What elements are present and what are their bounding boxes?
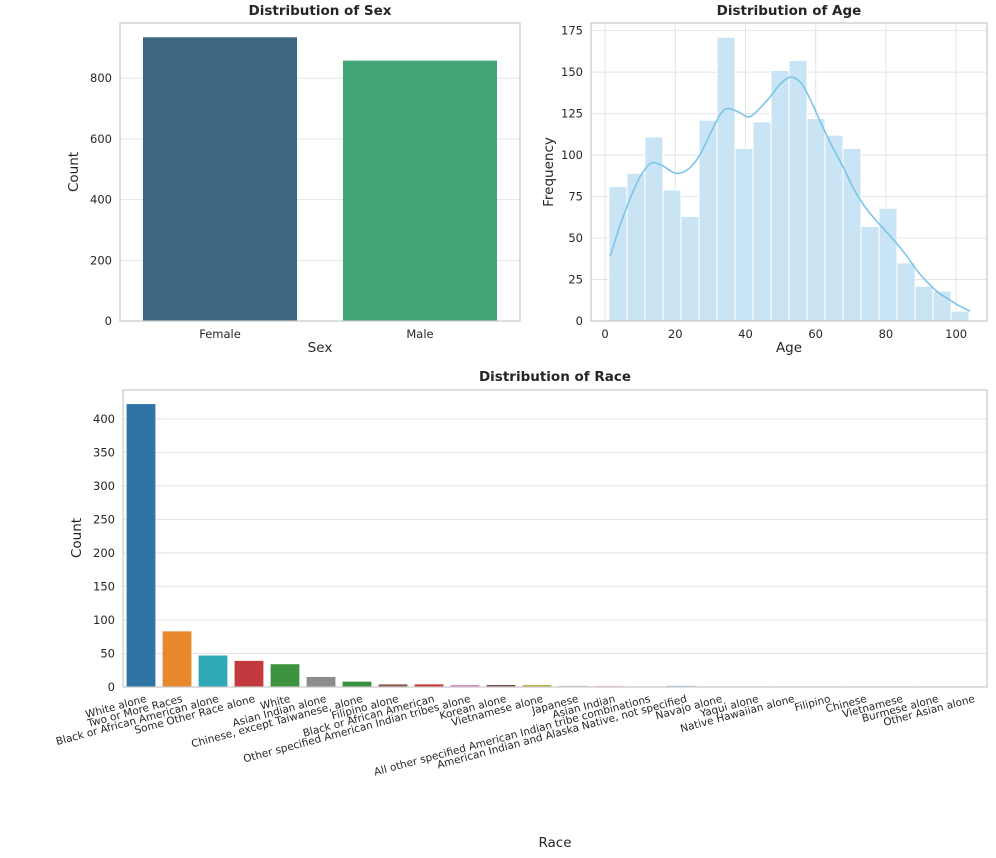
race-bar	[522, 684, 552, 687]
y-tick-label: 0	[576, 314, 583, 328]
x-tick-label: 0	[601, 327, 608, 341]
age-chart: 0 20 40 60 80 100 0 25 50 75 100 125 150 175	[561, 22, 988, 341]
race-bar	[342, 681, 372, 687]
age-histogram-bar	[734, 147, 754, 322]
race-bar	[414, 684, 444, 687]
plot-border	[122, 389, 988, 688]
age-histogram-bar	[842, 147, 862, 322]
race-xaxis-label: Race	[538, 835, 572, 851]
race-bar	[198, 655, 228, 687]
race-chart-title: Distribution of Race	[478, 369, 632, 385]
y-tick-label: 150	[93, 579, 115, 593]
y-tick-label: 100	[561, 148, 583, 162]
sex-chart-title: Distribution of Sex	[248, 3, 392, 19]
plot-border	[119, 22, 521, 322]
race-bar	[558, 685, 588, 687]
y-tick-label: 25	[568, 273, 583, 287]
age-histogram-bar	[662, 189, 682, 322]
sex-xaxis-label: Sex	[307, 340, 333, 356]
y-tick-label: 100	[93, 613, 115, 627]
race-bar	[234, 660, 264, 687]
y-tick-label: 50	[568, 231, 583, 245]
x-tick-label: 60	[808, 327, 823, 341]
kde-curve	[609, 76, 971, 312]
y-tick-label: 800	[90, 71, 112, 85]
age-xaxis-label: Age	[775, 340, 803, 356]
x-tick-label: Male	[406, 327, 433, 341]
age-histogram-bar	[896, 262, 916, 322]
age-chart-title: Distribution of Age	[716, 3, 862, 19]
race-bar	[486, 684, 516, 687]
x-tick-label: 100	[945, 327, 967, 341]
y-tick-label: 175	[561, 24, 583, 38]
race-bar	[270, 664, 300, 687]
y-tick-label: 400	[93, 412, 115, 426]
sex-bar	[343, 60, 497, 321]
age-histogram-bar	[788, 60, 808, 322]
age-histogram-bar	[716, 36, 736, 322]
x-tick-label: 40	[738, 327, 753, 341]
y-tick-label: 300	[93, 479, 115, 493]
race-bar	[450, 684, 480, 687]
y-tick-label: 250	[93, 512, 115, 526]
race-yaxis-label: Count	[69, 517, 85, 559]
age-histogram-bar	[770, 69, 790, 322]
race-bar	[126, 404, 156, 687]
x-tick-label: Female	[199, 327, 241, 341]
y-tick-label: 200	[90, 253, 112, 267]
race-bar	[306, 676, 336, 687]
race-bar	[162, 631, 192, 687]
sex-chart: Female Male 0 200 400 600 800	[90, 22, 521, 341]
plot-border	[590, 22, 988, 322]
age-histogram-bar	[878, 207, 898, 322]
y-tick-label: 125	[561, 107, 583, 121]
age-histogram-bar	[950, 310, 970, 322]
race-chart: 0 50 100 150 200 250 300 350 400	[93, 389, 988, 694]
age-histogram-bar	[752, 121, 772, 322]
y-tick-label: 400	[90, 193, 112, 207]
x-tick-label: 80	[879, 327, 894, 341]
age-yaxis-label: Frequency	[541, 137, 557, 207]
age-histogram-bar	[914, 285, 934, 322]
y-tick-label: 200	[93, 546, 115, 560]
race-bar	[594, 685, 624, 687]
y-tick-label: 75	[568, 190, 583, 204]
race-bar	[666, 685, 696, 687]
y-tick-label: 600	[90, 132, 112, 146]
x-tick-label: 20	[668, 327, 683, 341]
race-bar	[378, 684, 408, 687]
y-tick-label: 0	[105, 314, 112, 328]
y-tick-label: 0	[108, 680, 115, 694]
age-histogram-bar	[806, 118, 826, 322]
y-tick-label: 350	[93, 445, 115, 459]
age-histogram-bar	[626, 172, 646, 322]
sex-yaxis-label: Count	[66, 151, 82, 193]
age-histogram-bar	[680, 215, 700, 322]
age-histogram-bar	[860, 225, 880, 322]
sex-bar	[143, 37, 297, 321]
y-tick-label: 150	[561, 65, 583, 79]
y-tick-label: 50	[100, 646, 115, 660]
